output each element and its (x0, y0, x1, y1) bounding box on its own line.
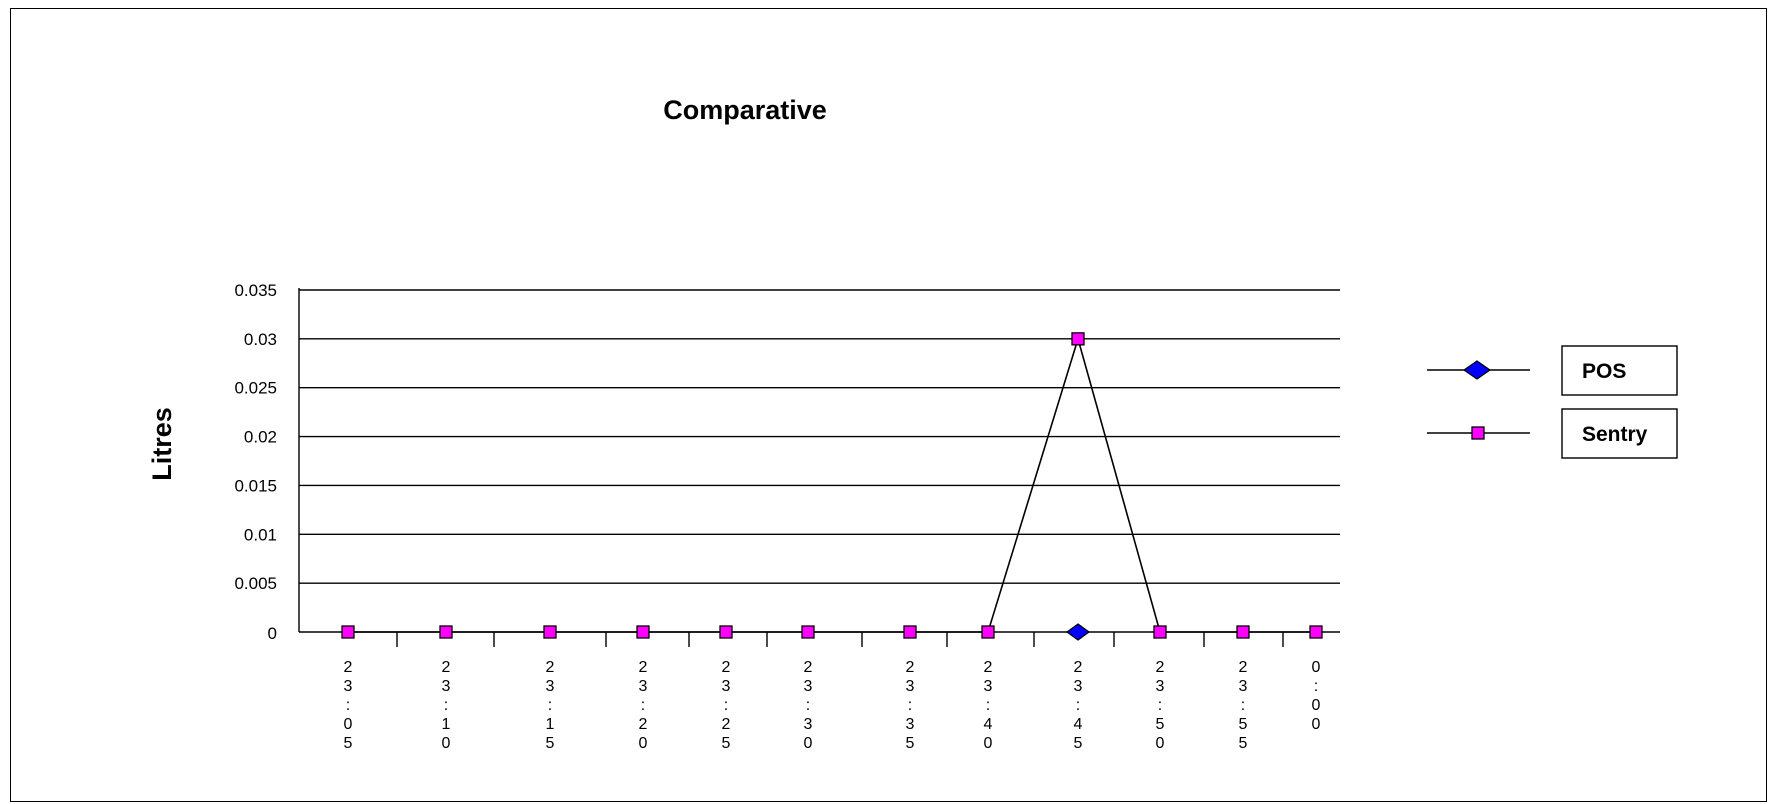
legend: POS Sentry (1427, 345, 1678, 459)
data-point (341, 625, 355, 639)
data-point (1153, 625, 1167, 639)
y-tick-label: 0.005 (234, 574, 277, 593)
series (341, 332, 1323, 641)
chart-frame (10, 8, 1767, 802)
y-tick-label: 0 (268, 624, 277, 643)
series-line (348, 336, 1316, 633)
y-tick-label: 0.015 (234, 476, 277, 495)
series-sentry (341, 332, 1323, 639)
legend-marker (1471, 426, 1485, 440)
grid-lines (299, 289, 1340, 584)
y-tick-label: 0.02 (244, 428, 277, 447)
data-point (1071, 332, 1085, 346)
legend-marker (1462, 360, 1492, 380)
legend-label-box (1561, 345, 1678, 396)
legend-label: POS (1582, 360, 1626, 383)
data-point (1236, 625, 1250, 639)
y-tick-label: 0.035 (234, 281, 277, 300)
series-pos (1065, 623, 1091, 641)
data-point (1065, 623, 1091, 641)
y-tick-labels: 0 0.005 0.01 0.015 0.02 0.025 0.03 0.035 (234, 281, 277, 643)
data-point (439, 625, 453, 639)
legend-label: Sentry (1582, 423, 1648, 446)
y-tick-label: 0.01 (244, 525, 277, 544)
x-tick-labels: 2 3:0 5 2 3:1 0 2 3:1 5 2 3:2 0 2 3:2 5 2 3:3 0 2 3:3 5 2 3:4 0… (344, 659, 1321, 752)
legend-entry-sentry: Sentry (1427, 408, 1678, 459)
legend-label-box (1561, 408, 1678, 459)
data-point (981, 625, 995, 639)
data-point (801, 625, 815, 639)
axes (298, 288, 1340, 647)
y-tick-label: 0.025 (234, 379, 277, 398)
data-point (719, 625, 733, 639)
y-tick-label: 0.03 (244, 330, 277, 349)
data-point (543, 625, 557, 639)
chart-title: Comparative (663, 95, 827, 125)
y-axis-label: Litres (147, 407, 177, 481)
data-point (1309, 625, 1323, 639)
data-point (636, 625, 650, 639)
legend-entry-pos: POS (1427, 345, 1678, 396)
data-point (903, 625, 917, 639)
